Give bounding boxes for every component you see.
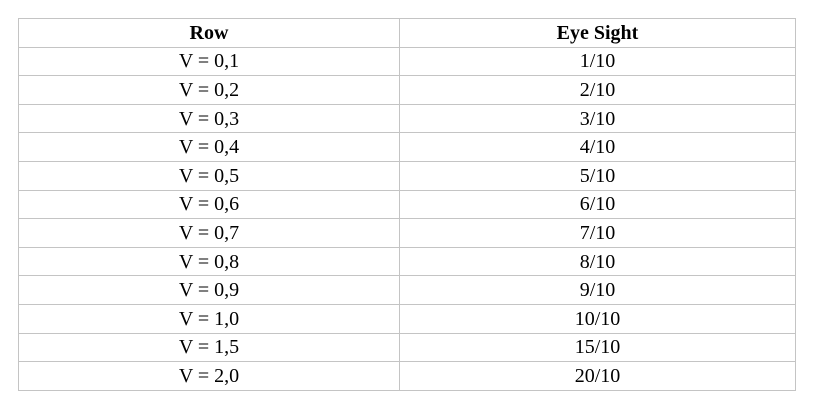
table-cell: V = 0,7 — [18, 218, 400, 248]
table-row: V = 0,8 8/10 — [18, 246, 796, 277]
table-cell: V = 0,8 — [18, 246, 400, 277]
column-header: Eye Sight — [399, 18, 796, 48]
table-cell: 7/10 — [399, 218, 796, 248]
table-cell: 9/10 — [399, 275, 796, 305]
table-cell: 6/10 — [399, 189, 796, 220]
table-cell: V = 0,9 — [18, 275, 400, 305]
eye-sight-table: Row Eye Sight V = 0,1 1/10 V = 0,2 2/10 V = 0… — [18, 18, 796, 391]
table-cell: V = 0,2 — [18, 75, 400, 105]
table-cell: V = 1,0 — [18, 303, 400, 334]
table-row: V = 0,6 6/10 — [18, 189, 796, 220]
table-row: V = 0,7 7/10 — [18, 218, 796, 248]
table-row: V = 0,2 2/10 — [18, 75, 796, 105]
table-cell: 8/10 — [399, 246, 796, 277]
table-body: V = 0,1 1/10 V = 0,2 2/10 V = 0,3 3/10 V = 0,4… — [18, 46, 796, 391]
header-row: Row Eye Sight — [18, 18, 796, 48]
table-cell: V = 0,4 — [18, 132, 400, 162]
table-cell: V = 1,5 — [18, 332, 400, 363]
table-cell: 4/10 — [399, 132, 796, 162]
table-cell: V = 0,3 — [18, 103, 400, 134]
table-cell: V = 2,0 — [18, 361, 400, 391]
table-cell: 3/10 — [399, 103, 796, 134]
table-row: V = 0,4 4/10 — [18, 132, 796, 162]
table-cell: 5/10 — [399, 160, 796, 191]
table-cell: 20/10 — [399, 361, 796, 391]
table-row: V = 0,5 5/10 — [18, 160, 796, 191]
table-row: V = 0,1 1/10 — [18, 46, 796, 77]
table-cell: V = 0,1 — [18, 46, 400, 77]
table-cell: 10/10 — [399, 303, 796, 334]
column-header: Row — [18, 18, 400, 48]
table-row: V = 2,0 20/10 — [18, 361, 796, 391]
table-row: V = 0,3 3/10 — [18, 103, 796, 134]
table-cell: V = 0,5 — [18, 160, 400, 191]
table-cell: 1/10 — [399, 46, 796, 77]
table-cell: 2/10 — [399, 75, 796, 105]
table-cell: 15/10 — [399, 332, 796, 363]
table-row: V = 1,5 15/10 — [18, 332, 796, 363]
table-row: V = 0,9 9/10 — [18, 275, 796, 305]
table-row: V = 1,0 10/10 — [18, 303, 796, 334]
table-cell: V = 0,6 — [18, 189, 400, 220]
